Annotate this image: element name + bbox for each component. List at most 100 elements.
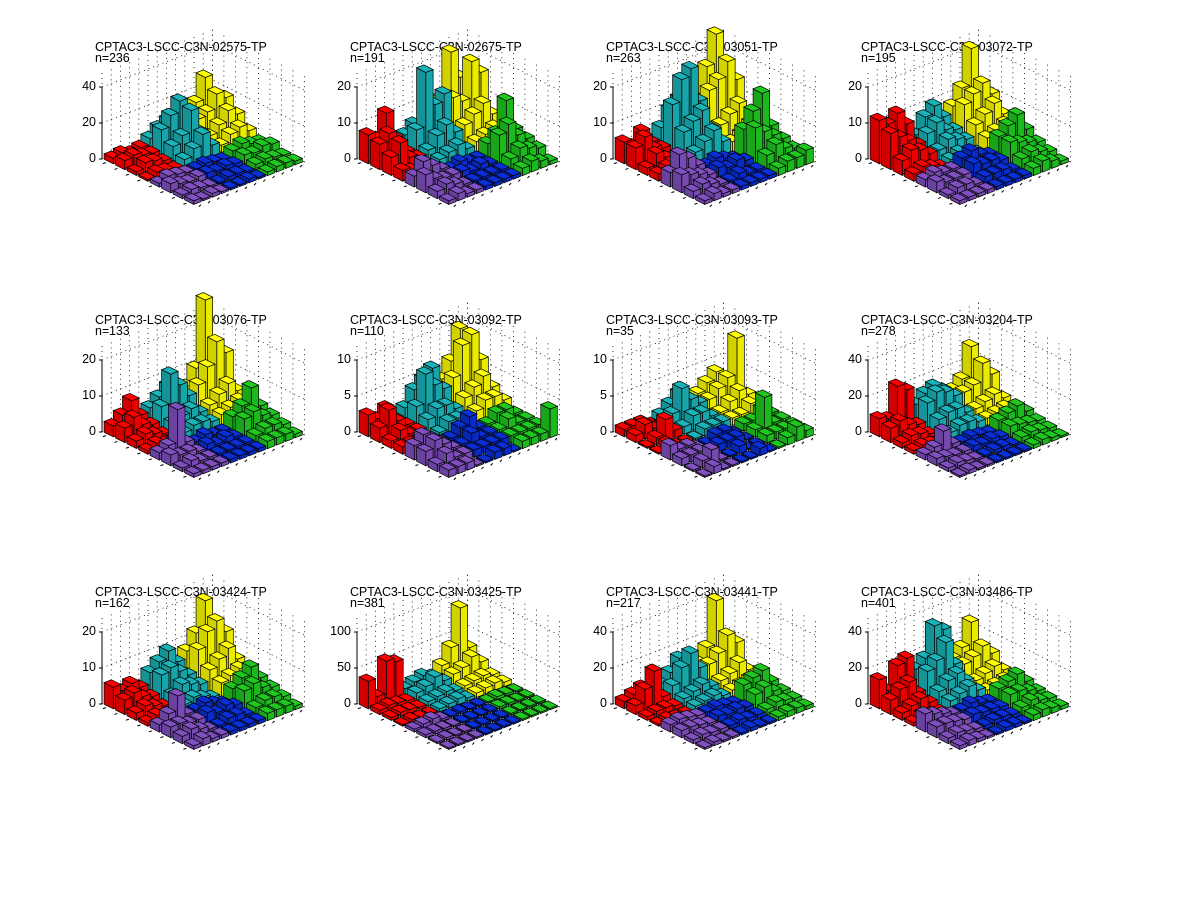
bar-face	[701, 442, 720, 451]
bar-face	[972, 355, 991, 364]
bar-face	[917, 395, 936, 404]
bar-face	[443, 666, 462, 675]
bar-face	[958, 732, 978, 741]
bar-face	[768, 160, 787, 169]
bar-face	[452, 714, 471, 723]
z-tick-label: 0	[89, 151, 96, 165]
bar-face	[731, 406, 750, 416]
bar-face	[195, 69, 214, 78]
bar-face	[209, 386, 228, 395]
bar-face	[516, 688, 536, 698]
bar-face	[484, 388, 503, 398]
bar-face	[516, 411, 536, 420]
bar-face	[984, 442, 1003, 451]
bar-face	[644, 663, 663, 672]
bar-face	[248, 712, 267, 722]
bar-face	[729, 382, 748, 392]
bar-face	[415, 166, 434, 176]
bar-face	[174, 151, 193, 161]
bar-face	[703, 687, 723, 697]
bar3d-panel: CPTAC3-LSCC-C3N-03441-TP n=217 0 20 40	[558, 570, 818, 785]
bar-face	[195, 292, 214, 301]
bar-face	[706, 592, 725, 602]
bar-face	[447, 690, 467, 700]
bar-face	[197, 704, 216, 714]
bar3d-plot	[354, 298, 560, 481]
bar-face	[197, 623, 216, 633]
bar-face	[493, 718, 513, 727]
bar3d-panel: CPTAC3-LSCC-C3N-03204-TP n=278 0 20 40	[813, 298, 1073, 513]
bar-face	[963, 649, 982, 658]
bar-face	[521, 707, 540, 717]
bar3d-plot	[354, 25, 560, 208]
bar-face	[358, 407, 377, 416]
bar-face	[493, 171, 513, 180]
bar-face	[777, 429, 796, 439]
bar-face	[881, 128, 892, 171]
bar-face	[708, 380, 727, 390]
bar-face	[376, 653, 395, 662]
bar-face	[418, 411, 437, 421]
bar-face	[706, 698, 725, 708]
bar-face	[257, 433, 276, 442]
bar-face	[183, 465, 202, 475]
bar-face	[199, 397, 219, 406]
bar-face	[197, 359, 216, 368]
bar-face	[415, 678, 434, 687]
bar-face	[680, 447, 700, 456]
bar-face	[938, 460, 957, 469]
bar-face	[910, 690, 929, 700]
panel-count: n=278	[861, 324, 896, 338]
z-tick-label: 10	[848, 115, 862, 129]
bar-face	[441, 430, 460, 439]
bar-face	[740, 719, 759, 729]
z-tick-label: 10	[337, 115, 351, 129]
z-tick-label: 40	[593, 624, 607, 638]
bar-face	[912, 158, 932, 168]
bar-face	[975, 717, 994, 727]
bar-face	[227, 438, 246, 447]
bar-face	[924, 618, 943, 627]
bar-face	[436, 397, 455, 406]
bar-face	[637, 708, 656, 718]
bar-face	[255, 151, 274, 160]
bar-face	[694, 739, 713, 749]
bar-face	[220, 126, 239, 135]
bar-face	[232, 398, 251, 407]
bar-face	[218, 169, 237, 178]
bar-face	[749, 440, 769, 450]
bar-face	[733, 416, 753, 425]
bar-face	[413, 426, 432, 436]
bar-face	[461, 649, 480, 658]
bar-face	[195, 695, 214, 704]
bar-face	[245, 156, 265, 165]
bar-face	[1014, 442, 1033, 451]
bar-face	[493, 440, 513, 450]
bar-face	[720, 447, 739, 457]
bar-face	[378, 125, 398, 135]
bar-face	[1023, 707, 1042, 716]
bar-face	[954, 384, 973, 393]
bar-face	[459, 408, 478, 418]
bar-face	[1021, 692, 1040, 701]
bar-face	[685, 430, 704, 439]
bar-face	[777, 703, 796, 713]
bar-face	[949, 192, 968, 202]
bar-face	[266, 429, 285, 439]
bar-face	[995, 449, 1014, 459]
bar-face	[500, 151, 520, 160]
bar-face	[498, 695, 517, 704]
bar-face	[747, 706, 766, 716]
bar-face	[671, 380, 690, 390]
bar-face	[669, 146, 688, 156]
bar-face	[238, 444, 258, 453]
bar-face	[530, 426, 549, 435]
bar-face	[229, 447, 248, 457]
bar-face	[510, 140, 529, 149]
bar-face	[232, 670, 251, 679]
bar-face	[917, 663, 936, 672]
bar-face	[995, 174, 1014, 184]
bar-face	[887, 657, 906, 667]
bar-face	[220, 723, 239, 732]
bar-face	[977, 182, 996, 191]
